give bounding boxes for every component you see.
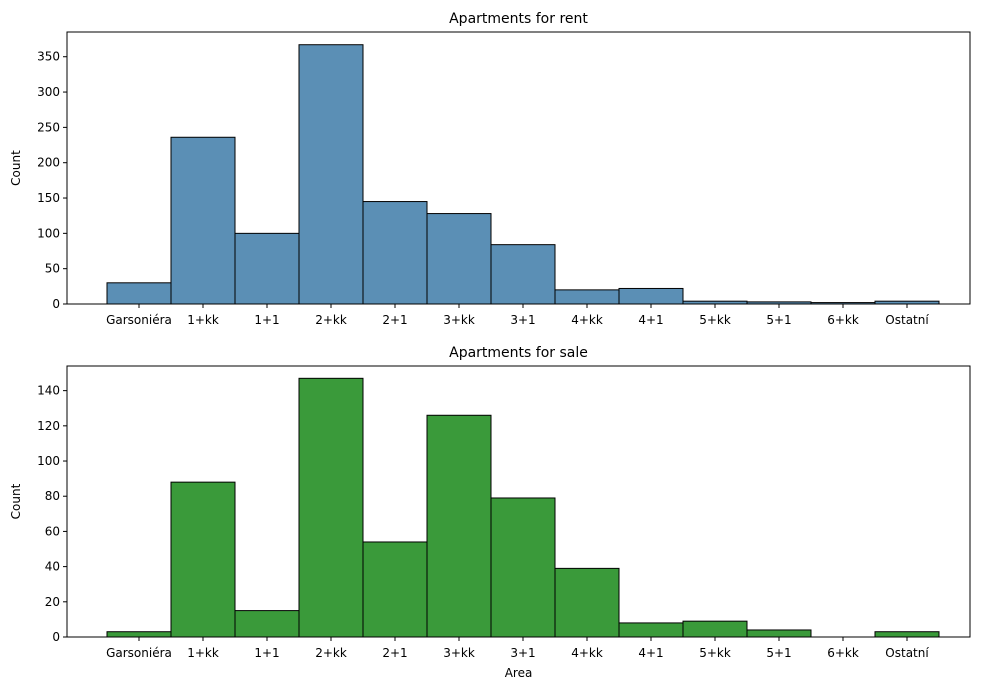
sale-bar-4 <box>362 541 428 638</box>
sale-x-tick-label-12: Ostatní <box>885 646 929 660</box>
sale-x-tick-label-1: 1+kk <box>187 646 219 660</box>
rent-y-tick-label-6: 300 <box>37 85 60 99</box>
sale-x-tick-label-0: Garsoniéra <box>106 646 172 660</box>
sale-x-axis-label: Area <box>505 666 533 680</box>
rent-x-tick-label-3: 2+kk <box>315 313 347 327</box>
sale-x-tick-label-8: 4+1 <box>638 646 663 660</box>
rent-bar-2 <box>234 232 300 305</box>
sale-y-tick-label-1: 20 <box>45 595 60 609</box>
rent-bar-5 <box>426 213 492 305</box>
sale-x-tick-label-7: 4+kk <box>571 646 603 660</box>
sale-y-tick-label-0: 0 <box>52 630 60 644</box>
sale-bar-7 <box>554 567 620 638</box>
sale-x-tick-label-11: 6+kk <box>827 646 859 660</box>
rent-bar-7 <box>554 289 620 305</box>
sale-y-tick-label-6: 120 <box>37 419 60 433</box>
rent-x-tick-label-9: 5+kk <box>699 313 731 327</box>
sale-bar-1 <box>170 481 236 638</box>
rent-bar-4 <box>362 201 428 305</box>
rent-y-axis-label: Count <box>9 150 23 186</box>
sale-y-tick-label-4: 80 <box>45 489 60 503</box>
sale-bar-9 <box>682 620 748 638</box>
sale-y-tick-label-7: 140 <box>37 384 60 398</box>
rent-x-tick-label-11: 6+kk <box>827 313 859 327</box>
rent-bar-8 <box>618 287 684 305</box>
rent-y-tick-label-2: 100 <box>37 226 60 240</box>
rent-x-tick-label-8: 4+1 <box>638 313 663 327</box>
sale-x-tick-label-2: 1+1 <box>254 646 279 660</box>
sale-bar-5 <box>426 414 492 638</box>
rent-x-tick-label-2: 1+1 <box>254 313 279 327</box>
rent-y-tick-label-3: 150 <box>37 191 60 205</box>
rent-y-tick-label-1: 50 <box>45 262 60 276</box>
rent-x-tick-label-5: 3+kk <box>443 313 475 327</box>
rent-x-tick-label-4: 2+1 <box>382 313 407 327</box>
rent-chart-title: Apartments for rent <box>449 11 588 27</box>
rent-x-tick-label-0: Garsoniéra <box>106 313 172 327</box>
sale-bar-10 <box>746 629 812 638</box>
sale-x-tick-label-5: 3+kk <box>443 646 475 660</box>
sale-y-tick-label-5: 100 <box>37 454 60 468</box>
sale-bar-6 <box>490 497 556 638</box>
sale-x-tick-label-3: 2+kk <box>315 646 347 660</box>
sale-bar-8 <box>618 622 684 638</box>
rent-y-tick-label-4: 200 <box>37 156 60 170</box>
sale-x-tick-label-6: 3+1 <box>510 646 535 660</box>
rent-x-tick-label-6: 3+1 <box>510 313 535 327</box>
rent-bar-0 <box>106 282 172 305</box>
rent-bar-3 <box>298 44 364 305</box>
sale-bar-3 <box>298 377 364 638</box>
sale-x-tick-label-4: 2+1 <box>382 646 407 660</box>
sale-y-tick-label-2: 40 <box>45 560 60 574</box>
rent-x-tick-label-10: 5+1 <box>766 313 791 327</box>
rent-x-tick-label-12: Ostatní <box>885 313 929 327</box>
sale-chart: Apartments for sale Count Area 0 20 40 60 80… <box>9 345 971 680</box>
sale-bar-0 <box>106 631 172 638</box>
rent-y-tick-label-7: 350 <box>37 50 60 64</box>
rent-x-tick-label-1: 1+kk <box>187 313 219 327</box>
sale-axes-frame <box>66 365 971 638</box>
rent-y-tick-label-0: 0 <box>52 297 60 311</box>
rent-bar-6 <box>490 244 556 305</box>
sale-bar-2 <box>234 610 300 638</box>
sale-y-tick-label-3: 60 <box>45 524 60 538</box>
sale-y-axis-label: Count <box>9 483 23 519</box>
rent-chart: Apartments for rent Count 0 50 100 150 200 25… <box>9 11 971 327</box>
sale-chart-title: Apartments for sale <box>449 345 588 361</box>
rent-y-tick-label-5: 250 <box>37 120 60 134</box>
sale-bar-12 <box>874 631 940 638</box>
rent-bar-1 <box>170 136 236 305</box>
rent-x-tick-label-7: 4+kk <box>571 313 603 327</box>
sale-x-tick-label-10: 5+1 <box>766 646 791 660</box>
sale-x-tick-label-9: 5+kk <box>699 646 731 660</box>
rent-axes-frame <box>66 31 971 305</box>
